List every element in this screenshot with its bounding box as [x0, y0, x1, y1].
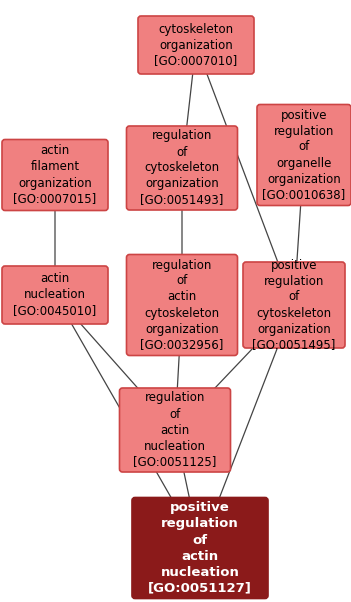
- FancyBboxPatch shape: [132, 497, 268, 598]
- FancyBboxPatch shape: [138, 16, 254, 74]
- Text: regulation
of
cytoskeleton
organization
[GO:0051493]: regulation of cytoskeleton organization …: [140, 129, 224, 206]
- Text: actin
filament
organization
[GO:0007015]: actin filament organization [GO:0007015]: [13, 144, 97, 205]
- Text: positive
regulation
of
organelle
organization
[GO:0010638]: positive regulation of organelle organiz…: [263, 108, 346, 202]
- Text: regulation
of
actin
cytoskeleton
organization
[GO:0032956]: regulation of actin cytoskeleton organiz…: [140, 258, 224, 352]
- Text: positive
regulation
of
cytoskeleton
organization
[GO:0051495]: positive regulation of cytoskeleton orga…: [252, 258, 336, 352]
- FancyBboxPatch shape: [119, 388, 231, 472]
- FancyBboxPatch shape: [126, 126, 238, 210]
- FancyBboxPatch shape: [2, 266, 108, 324]
- Text: actin
nucleation
[GO:0045010]: actin nucleation [GO:0045010]: [13, 273, 97, 317]
- FancyBboxPatch shape: [243, 262, 345, 348]
- FancyBboxPatch shape: [2, 140, 108, 211]
- Text: positive
regulation
of
actin
nucleation
[GO:0051127]: positive regulation of actin nucleation …: [148, 501, 252, 595]
- Text: cytoskeleton
organization
[GO:0007010]: cytoskeleton organization [GO:0007010]: [154, 22, 238, 67]
- FancyBboxPatch shape: [126, 255, 238, 356]
- Text: regulation
of
actin
nucleation
[GO:0051125]: regulation of actin nucleation [GO:00511…: [133, 391, 217, 468]
- FancyBboxPatch shape: [257, 105, 351, 205]
